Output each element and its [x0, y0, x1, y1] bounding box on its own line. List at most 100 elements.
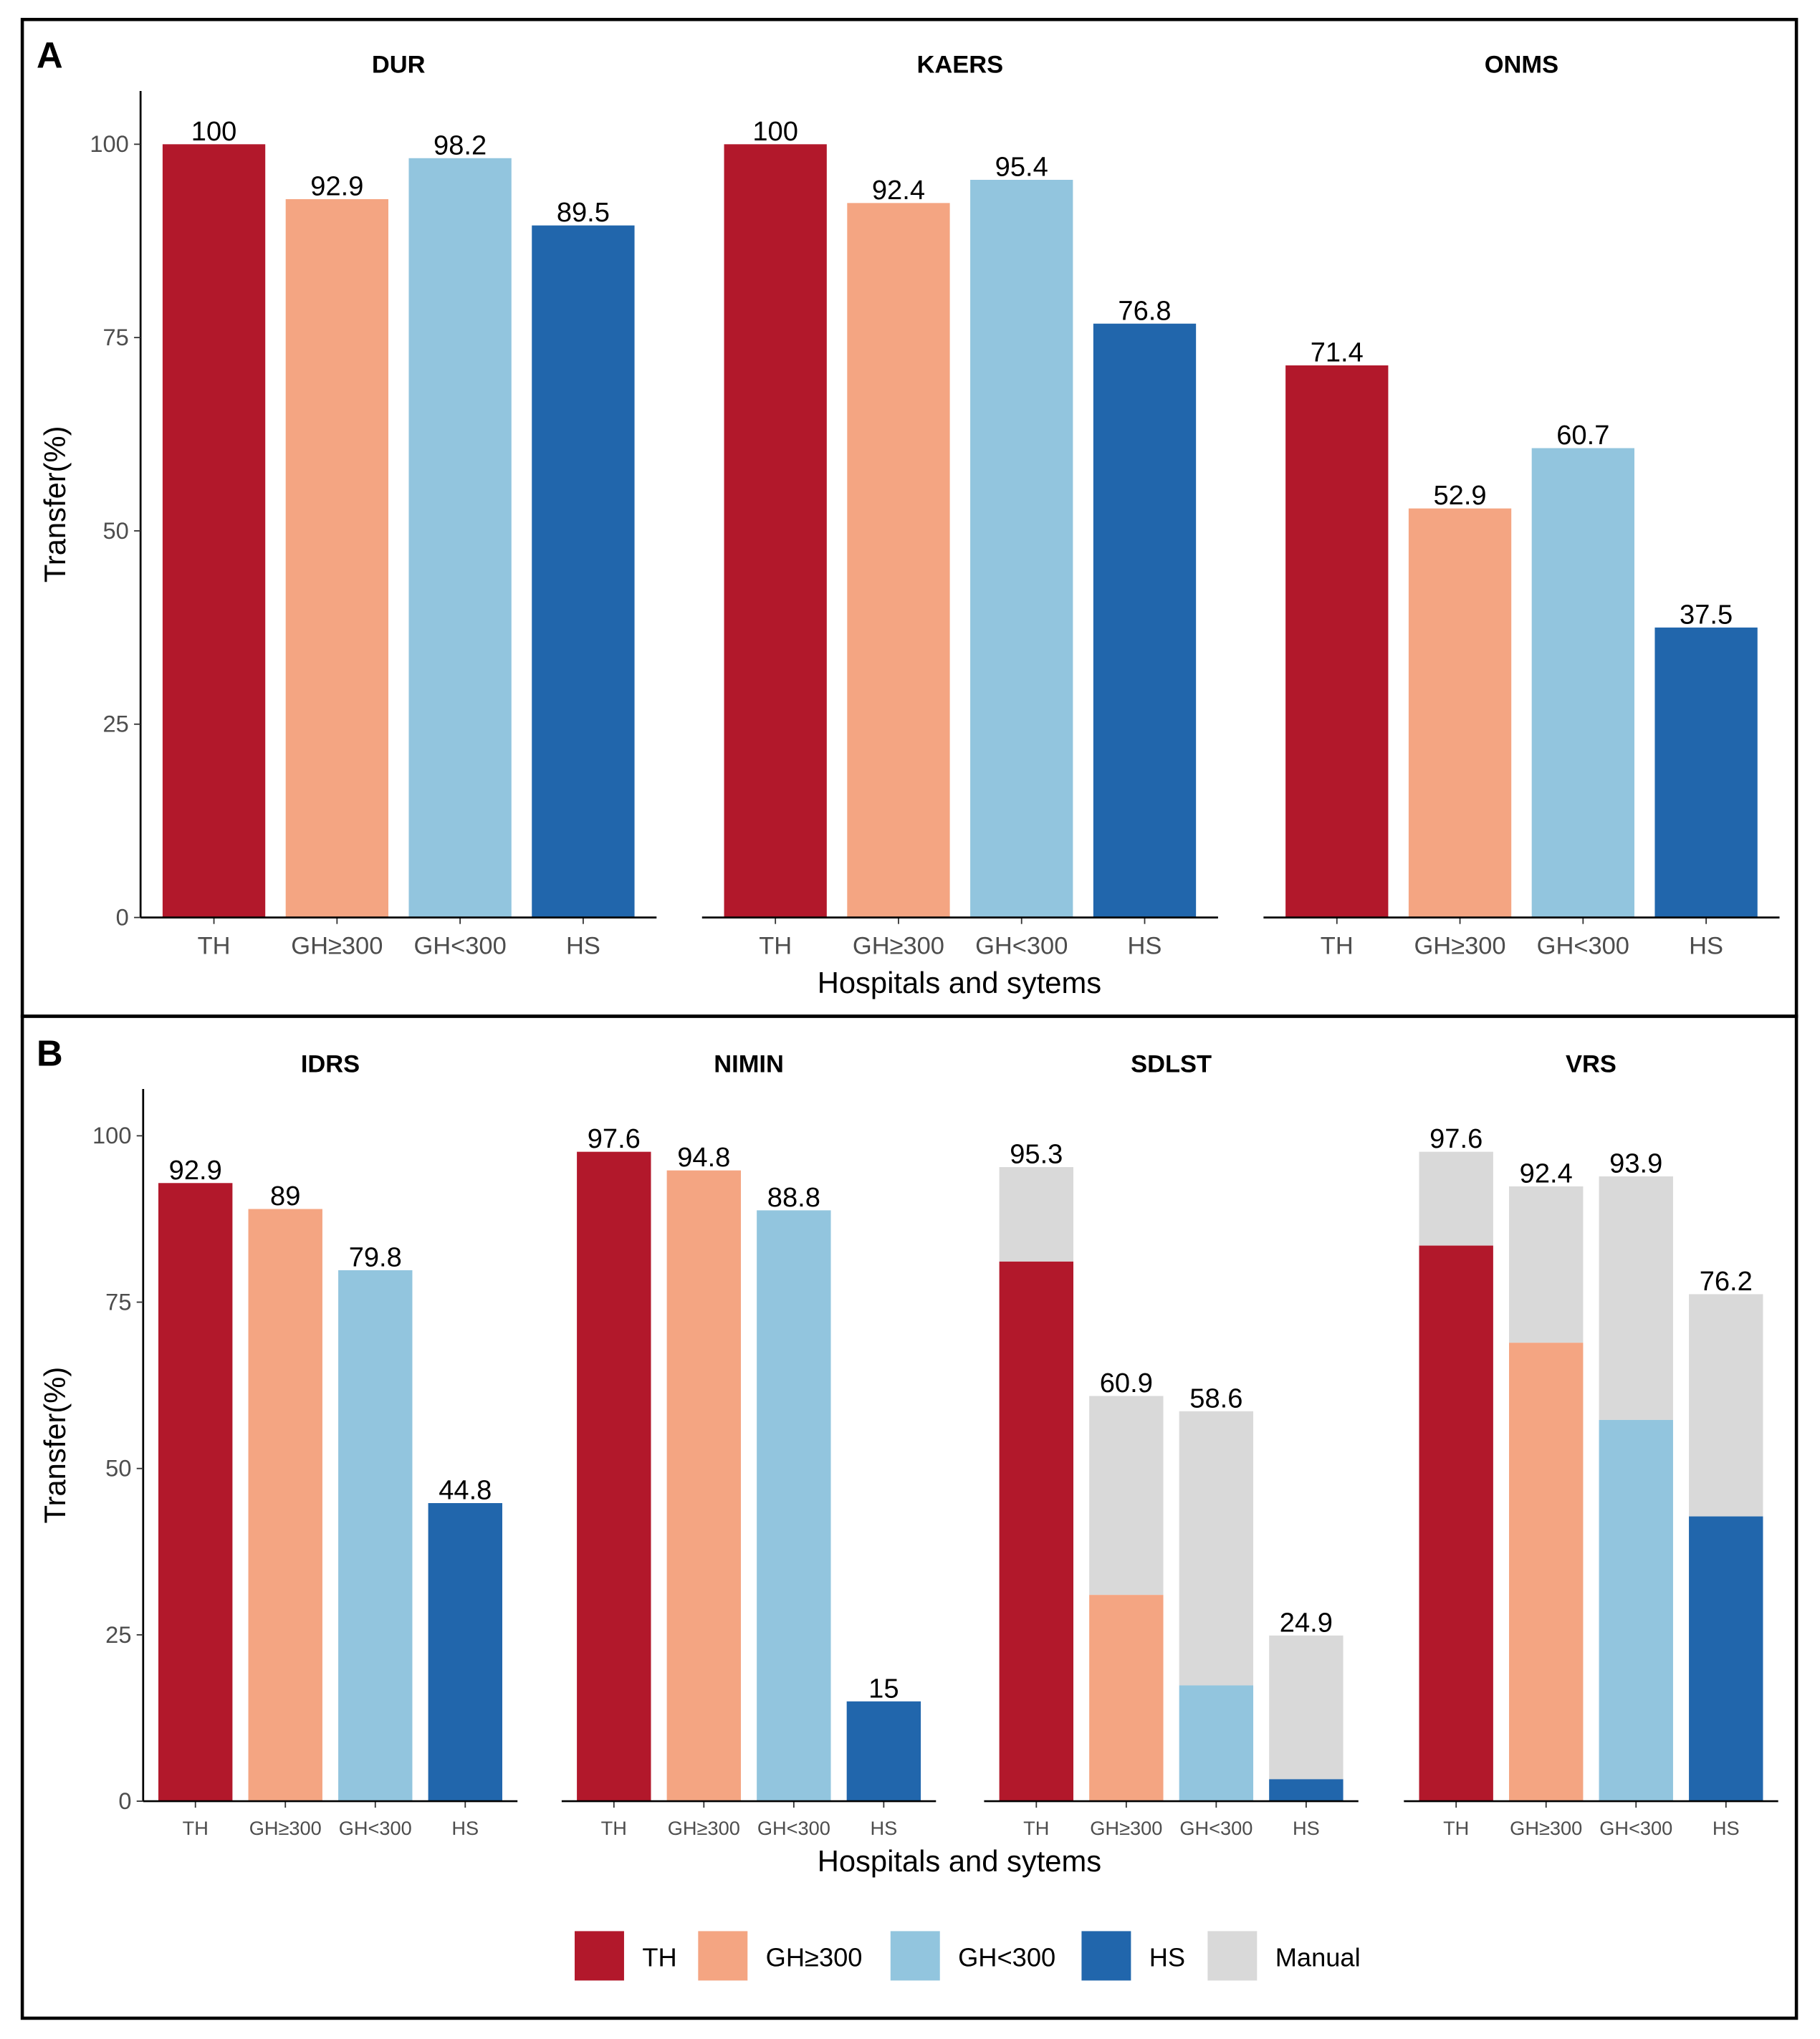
x-tick-label: HS	[1689, 932, 1723, 959]
panel-b-border	[20, 1014, 1799, 2020]
x-tick-label: GH<300	[413, 932, 506, 959]
x-tick-label: HS	[566, 932, 600, 959]
y-tick-label: 25	[103, 711, 129, 737]
legend: TH GH≥300 GH<300 HS Manual	[575, 1931, 1361, 1981]
bar-system	[1509, 1343, 1584, 1802]
x-tick-label: GH<300	[757, 1817, 830, 1839]
x-tick-label: GH<300	[1179, 1817, 1253, 1839]
data-label: 92.9	[310, 172, 363, 202]
data-label: 92.4	[872, 176, 925, 206]
bar-system	[1599, 1419, 1673, 1802]
bar-system	[1269, 1779, 1344, 1802]
x-tick-label: TH	[198, 932, 231, 959]
panel-a: 0 25 50 75 100 DUR 100 TH 92.9 GH≥300 98.2 GH<300 89…	[90, 52, 1780, 959]
bar-manual	[1419, 1151, 1493, 1246]
data-label: 60.7	[1556, 421, 1609, 451]
legend-swatch	[575, 1931, 624, 1981]
legend-swatch	[890, 1931, 940, 1981]
facet-dur: DUR 100 TH 92.9 GH≥300 98.2 GH<300 89.5 HS	[140, 52, 657, 959]
legend-item: GH<300	[890, 1931, 1055, 1981]
bar-system	[577, 1151, 651, 1802]
bar-system	[666, 1170, 742, 1802]
data-label: 94.8	[677, 1143, 730, 1173]
legend-swatch	[698, 1931, 748, 1981]
facet-vrs: VRS 97.6 TH 92.4 GH≥300 93.9 GH<300 76.2 HS	[1404, 1050, 1778, 1839]
legend-label: GH≥300	[766, 1942, 863, 1972]
data-label: 95.4	[995, 153, 1048, 183]
facet-title: IDRS	[301, 1050, 360, 1078]
legend-swatch	[1081, 1931, 1131, 1981]
data-label: 37.5	[1680, 600, 1733, 630]
legend-label: Manual	[1275, 1942, 1361, 1972]
facet-onms: ONMS 71.4 TH 52.9 GH≥300 60.7 GH<300 37.5 HS	[1263, 52, 1780, 959]
legend-label: HS	[1149, 1942, 1185, 1972]
y-tick-label: 50	[103, 517, 129, 544]
x-tick-label: GH<300	[339, 1817, 412, 1839]
x-tick-label: TH	[183, 1817, 209, 1839]
bar-system	[757, 1210, 831, 1802]
bar	[285, 198, 388, 918]
bar-system	[1089, 1595, 1164, 1802]
data-label: 76.8	[1118, 296, 1171, 326]
x-tick-label: HS	[1128, 932, 1162, 959]
facet-title: SDLST	[1131, 1050, 1212, 1078]
x-tick-label: HS	[870, 1817, 897, 1839]
y-tick-label: 75	[103, 324, 129, 350]
legend-item: Manual	[1207, 1931, 1361, 1981]
x-tick-label: GH<300	[1599, 1817, 1672, 1839]
data-label: 97.6	[1429, 1124, 1483, 1154]
y-tick-label: 100	[92, 1122, 131, 1148]
x-tick-label: GH≥300	[1510, 1817, 1582, 1839]
data-label: 92.4	[1520, 1158, 1573, 1189]
facet-title: DUR	[372, 52, 426, 79]
x-tick-label: TH	[1443, 1817, 1469, 1839]
data-label: 15	[868, 1674, 899, 1704]
data-label: 88.8	[767, 1183, 820, 1213]
data-label: 100	[191, 117, 237, 147]
legend-item: HS	[1081, 1931, 1185, 1981]
panel-b-ylabel: Transfer(%)	[38, 1367, 72, 1524]
panel-b-xlabel: Hospitals and sytems	[818, 1844, 1101, 1878]
data-label: 89	[270, 1181, 300, 1212]
panel-b-letter: B	[37, 1032, 63, 1073]
data-label: 89.5	[557, 198, 610, 228]
data-label: 44.8	[439, 1476, 492, 1506]
bar-manual	[1179, 1411, 1254, 1686]
bar	[1654, 627, 1758, 918]
bar-system	[846, 1701, 921, 1802]
data-label: 71.4	[1311, 338, 1364, 368]
bar	[970, 179, 1073, 918]
y-tick-label: 0	[116, 903, 129, 930]
data-label: 24.9	[1280, 1608, 1333, 1638]
data-label: 76.2	[1700, 1267, 1753, 1297]
facet-title: NIMIN	[714, 1050, 784, 1078]
x-tick-label: GH≥300	[668, 1817, 740, 1839]
data-label: 92.9	[169, 1156, 222, 1186]
x-tick-label: HS	[1293, 1817, 1320, 1839]
y-tick-label: 100	[90, 130, 128, 157]
data-label: 60.9	[1100, 1368, 1153, 1398]
bar-system	[428, 1502, 502, 1802]
y-tick-label: 50	[105, 1455, 131, 1482]
x-tick-label: TH	[1023, 1817, 1049, 1839]
bar-system	[158, 1183, 233, 1802]
x-tick-label: GH≥300	[853, 932, 944, 959]
x-tick-label: GH≥300	[249, 1817, 322, 1839]
bar	[408, 158, 512, 918]
x-tick-label: GH≥300	[291, 932, 383, 959]
y-tick-label: 75	[105, 1288, 131, 1315]
x-tick-label: HS	[1713, 1817, 1740, 1839]
legend-swatch	[1207, 1931, 1258, 1981]
panel-b: 0 25 50 75 100 IDRS 92.9 TH 89 GH≥300 79.8 GH<300 44…	[92, 1050, 1778, 1839]
bar-manual	[1689, 1294, 1763, 1517]
panel-a-ylabel: Transfer(%)	[38, 426, 72, 583]
x-tick-label: HS	[451, 1817, 479, 1839]
x-tick-label: GH≥300	[1414, 932, 1506, 959]
x-tick-label: GH<300	[1537, 932, 1629, 959]
bar-system	[1689, 1516, 1763, 1802]
x-tick-label: GH≥300	[1090, 1817, 1162, 1839]
panel-a-xlabel: Hospitals and sytems	[818, 966, 1101, 999]
bar-manual	[1089, 1396, 1164, 1596]
data-label: 52.9	[1433, 481, 1486, 511]
facet-sdlst: SDLST 95.3 TH 60.9 GH≥300 58.6 GH<300 24.9 HS	[984, 1050, 1359, 1839]
